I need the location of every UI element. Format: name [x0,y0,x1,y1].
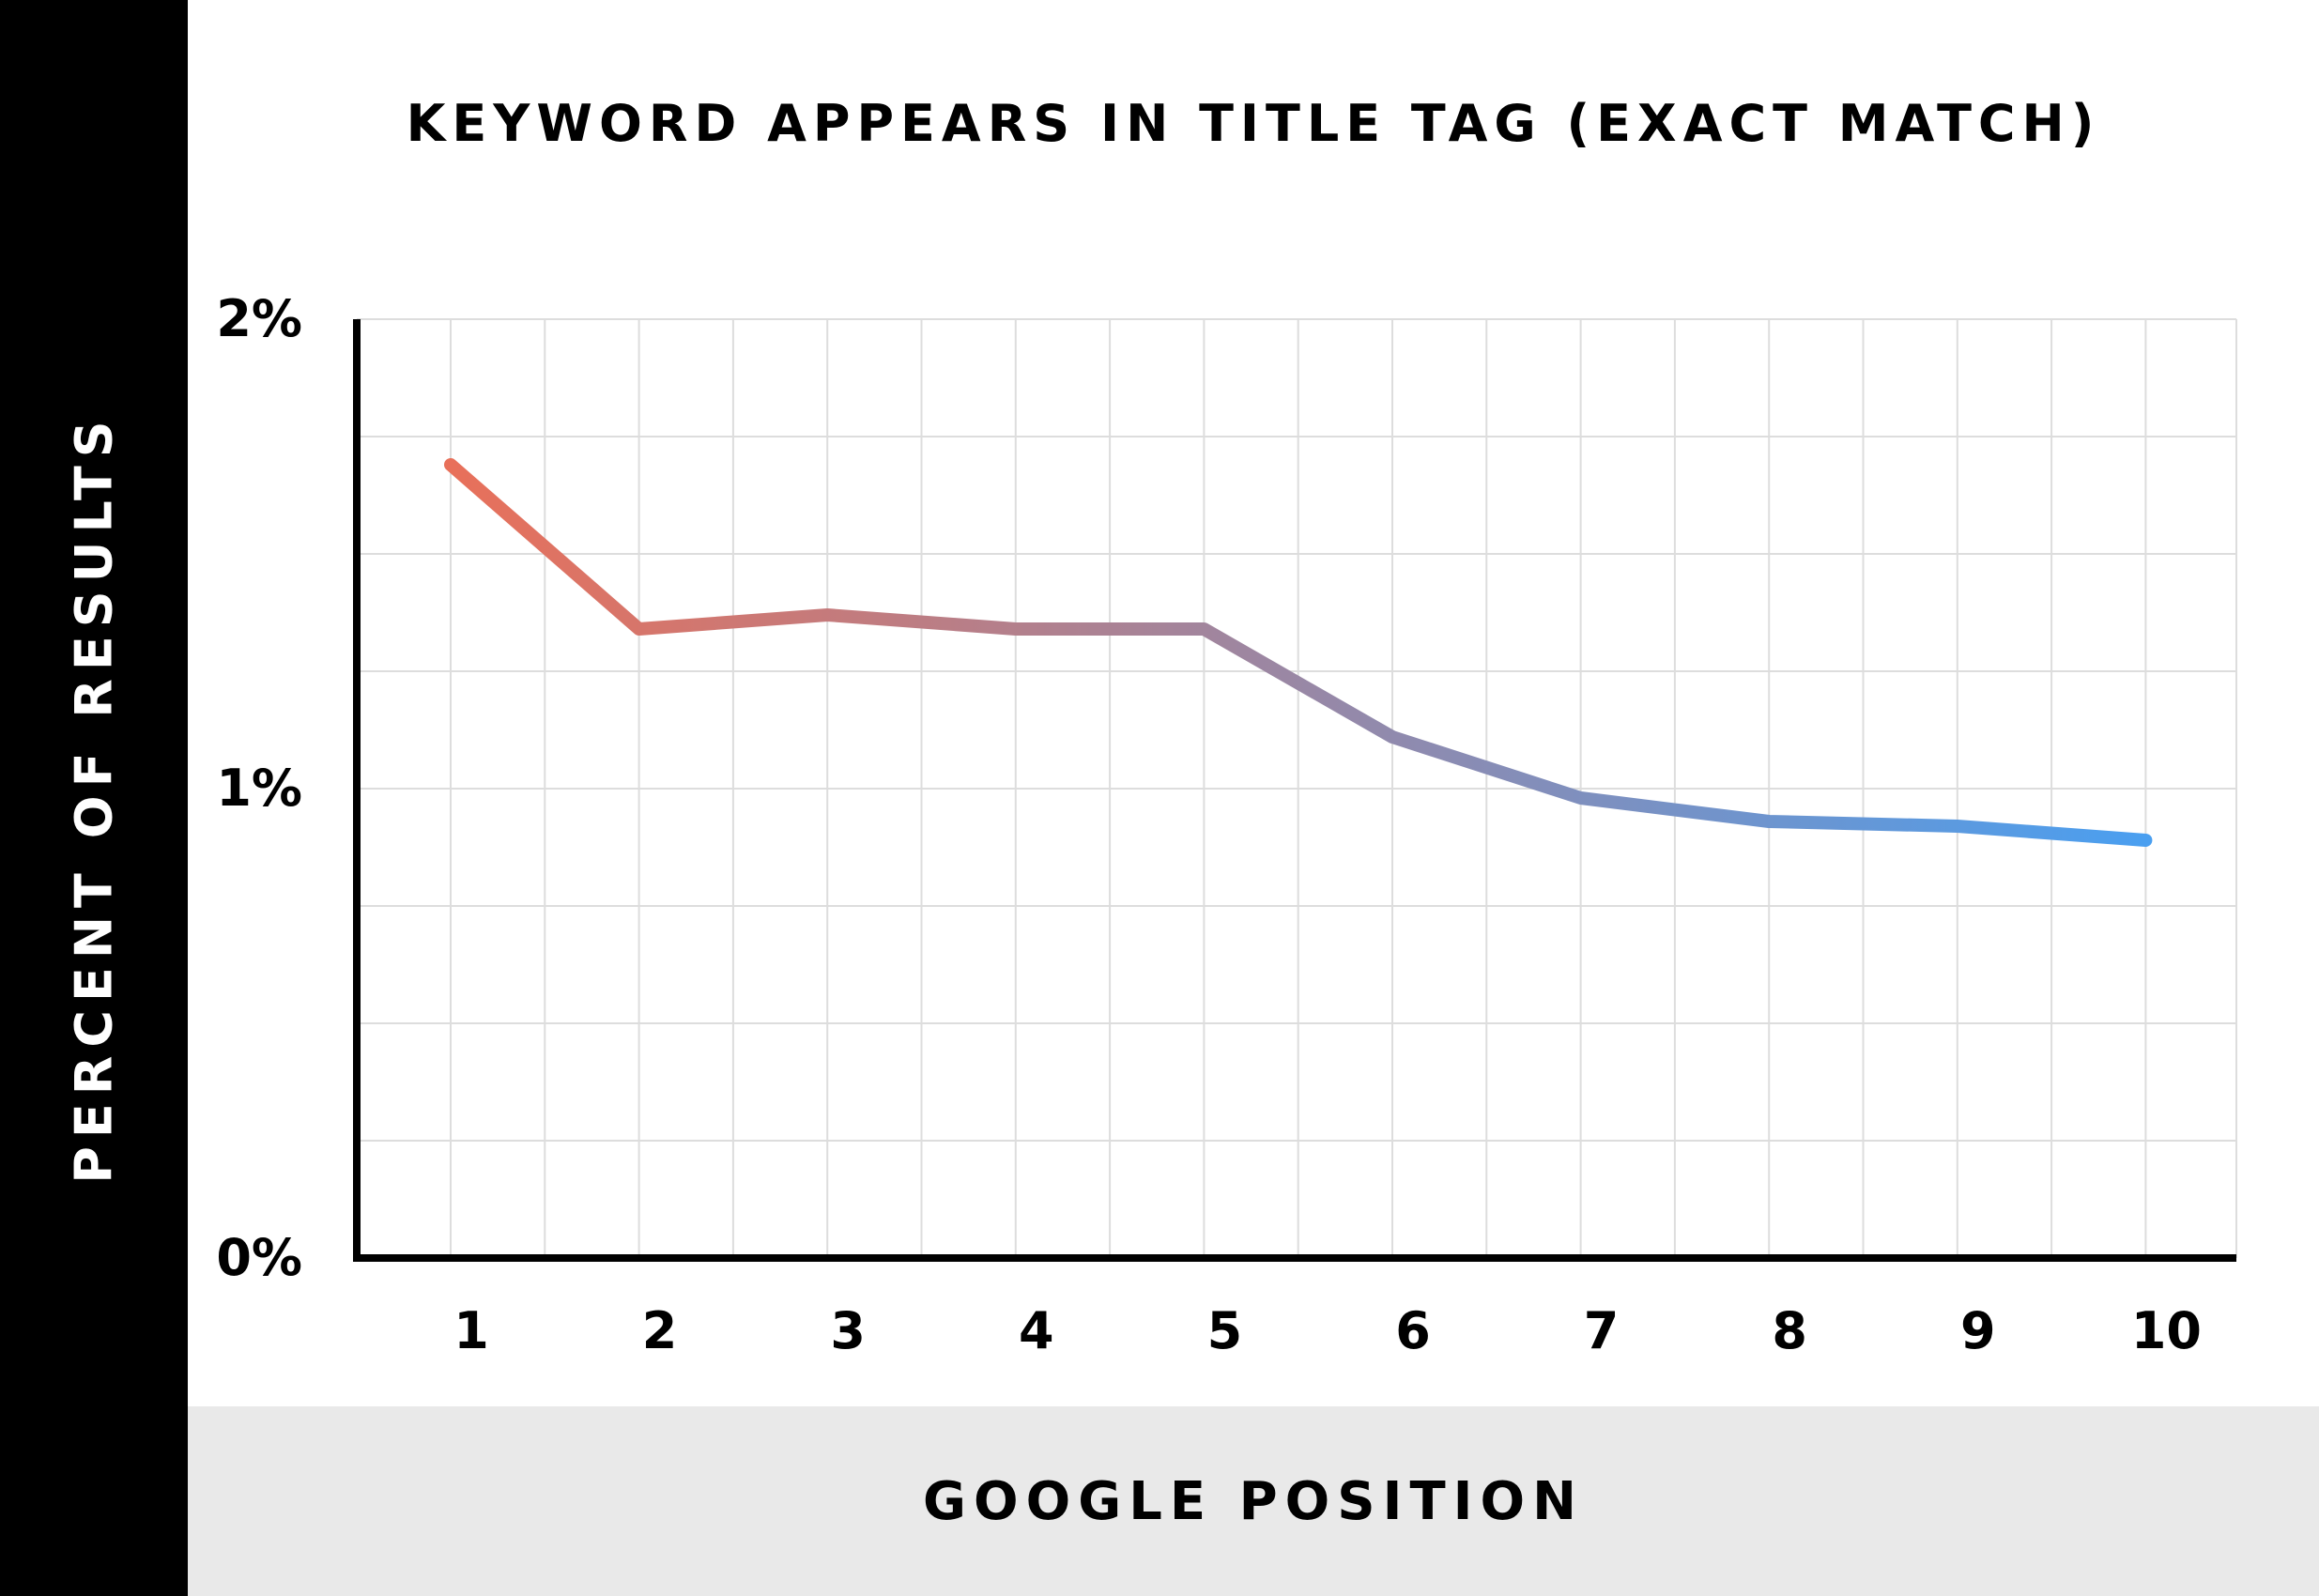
x-tick-label: 9 [1960,1301,1996,1360]
y-tick-label: 0% [216,1228,302,1287]
chart-title: KEYWORD APPEARS IN TITLE TAG (EXACT MATC… [406,94,2101,153]
x-tick-label: 6 [1395,1301,1431,1360]
x-tick-label: 2 [642,1301,678,1360]
x-axis-label: GOOGLE POSITION [923,1470,1584,1532]
x-tick-label: 7 [1584,1301,1620,1360]
axes [353,319,2236,1262]
x-axis-label-band: GOOGLE POSITION [188,1406,2319,1596]
x-tick-label: 10 [2131,1301,2202,1360]
series [444,458,2153,847]
y-axis-label-band: PERCENT OF RESULTS [0,0,188,1596]
x-tick-label: 5 [1207,1301,1243,1360]
y-tick-label: 1% [216,759,302,818]
x-tick-label: 3 [830,1301,866,1360]
tick-labels: 1 2 3 4 5 6 7 8 9 10 0% 1% 2% [216,289,2202,1360]
grid [357,318,2237,1258]
y-tick-label: 2% [216,289,302,348]
series-line [444,458,2153,847]
x-tick-label: 8 [1772,1301,1807,1360]
x-tick-label: 1 [453,1301,489,1360]
x-tick-label: 4 [1019,1301,1054,1360]
